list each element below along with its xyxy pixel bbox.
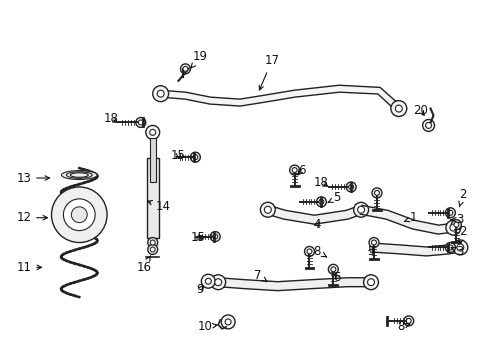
Text: 13: 13 bbox=[16, 171, 49, 185]
Circle shape bbox=[426, 122, 432, 129]
Circle shape bbox=[349, 184, 354, 189]
Circle shape bbox=[150, 247, 155, 252]
Circle shape bbox=[157, 90, 164, 97]
Circle shape bbox=[201, 274, 215, 288]
Circle shape bbox=[136, 117, 146, 127]
Text: 3: 3 bbox=[451, 213, 464, 226]
Circle shape bbox=[346, 182, 356, 192]
Text: 18: 18 bbox=[103, 112, 119, 125]
Polygon shape bbox=[160, 85, 401, 111]
Circle shape bbox=[454, 222, 459, 227]
Circle shape bbox=[150, 129, 156, 135]
Circle shape bbox=[290, 165, 299, 175]
Ellipse shape bbox=[61, 171, 97, 180]
Circle shape bbox=[153, 86, 169, 102]
Circle shape bbox=[63, 199, 95, 231]
Text: 8: 8 bbox=[314, 245, 326, 258]
Text: 5: 5 bbox=[328, 192, 341, 204]
Text: 15: 15 bbox=[191, 231, 206, 244]
Circle shape bbox=[445, 208, 455, 218]
Circle shape bbox=[358, 206, 365, 213]
Circle shape bbox=[406, 319, 411, 323]
Circle shape bbox=[264, 206, 271, 213]
Text: 19: 19 bbox=[191, 50, 208, 68]
Circle shape bbox=[215, 279, 221, 286]
Circle shape bbox=[148, 238, 158, 247]
Circle shape bbox=[364, 275, 378, 290]
Circle shape bbox=[305, 247, 315, 256]
Circle shape bbox=[391, 100, 407, 117]
Text: 17: 17 bbox=[259, 54, 279, 90]
Text: 11: 11 bbox=[16, 261, 42, 274]
Circle shape bbox=[292, 168, 297, 172]
Text: 16: 16 bbox=[136, 256, 151, 274]
Circle shape bbox=[448, 245, 453, 250]
Circle shape bbox=[72, 207, 87, 223]
Text: 6: 6 bbox=[298, 163, 305, 176]
Text: 18: 18 bbox=[314, 176, 329, 189]
Polygon shape bbox=[360, 206, 454, 234]
Circle shape bbox=[146, 125, 160, 139]
Circle shape bbox=[205, 278, 211, 284]
Circle shape bbox=[445, 243, 455, 252]
Text: 12: 12 bbox=[16, 211, 48, 224]
Text: 1: 1 bbox=[404, 211, 417, 224]
Circle shape bbox=[457, 244, 464, 251]
Circle shape bbox=[193, 155, 198, 159]
Text: 20: 20 bbox=[413, 104, 428, 117]
Polygon shape bbox=[267, 206, 363, 224]
Circle shape bbox=[213, 234, 218, 239]
Text: 8: 8 bbox=[397, 320, 410, 333]
Circle shape bbox=[138, 120, 143, 125]
Circle shape bbox=[395, 105, 402, 112]
Circle shape bbox=[422, 120, 435, 131]
Text: 15: 15 bbox=[171, 149, 186, 162]
Circle shape bbox=[180, 64, 191, 74]
Circle shape bbox=[354, 202, 368, 217]
Circle shape bbox=[183, 66, 188, 71]
Circle shape bbox=[451, 220, 461, 230]
Polygon shape bbox=[371, 243, 461, 256]
Text: 3: 3 bbox=[451, 245, 464, 258]
Circle shape bbox=[372, 188, 382, 198]
Circle shape bbox=[51, 187, 107, 243]
Circle shape bbox=[374, 190, 379, 195]
Circle shape bbox=[368, 279, 374, 286]
Circle shape bbox=[210, 231, 220, 242]
Text: 14: 14 bbox=[147, 200, 171, 213]
Circle shape bbox=[448, 210, 453, 215]
Circle shape bbox=[331, 267, 336, 272]
Circle shape bbox=[221, 315, 235, 329]
Circle shape bbox=[404, 316, 414, 326]
Circle shape bbox=[369, 238, 379, 247]
Circle shape bbox=[191, 152, 200, 162]
Circle shape bbox=[328, 264, 338, 274]
Bar bbox=[150, 138, 156, 182]
Circle shape bbox=[446, 220, 461, 235]
Circle shape bbox=[453, 240, 468, 255]
Text: 6: 6 bbox=[334, 271, 341, 284]
Circle shape bbox=[450, 224, 457, 231]
Circle shape bbox=[260, 202, 275, 217]
Circle shape bbox=[307, 249, 312, 254]
Text: 7: 7 bbox=[254, 269, 267, 282]
Circle shape bbox=[317, 197, 326, 207]
Circle shape bbox=[211, 275, 226, 290]
Bar bbox=[147, 158, 159, 238]
Circle shape bbox=[150, 240, 155, 245]
Circle shape bbox=[319, 199, 324, 204]
Text: 5: 5 bbox=[368, 245, 375, 258]
Circle shape bbox=[225, 319, 231, 325]
Text: 2: 2 bbox=[459, 225, 467, 244]
Text: 9: 9 bbox=[196, 283, 204, 296]
Text: 2: 2 bbox=[459, 188, 467, 207]
Circle shape bbox=[148, 244, 158, 255]
Text: 10: 10 bbox=[198, 320, 217, 333]
Circle shape bbox=[371, 240, 376, 245]
Polygon shape bbox=[218, 278, 371, 291]
Text: 4: 4 bbox=[314, 218, 321, 231]
